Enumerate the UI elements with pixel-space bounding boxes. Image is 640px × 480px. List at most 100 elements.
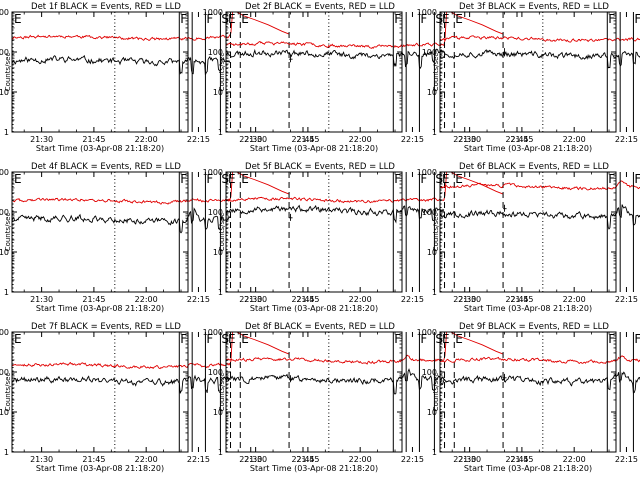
panel-title: Det 5f BLACK = Events, RED = LLD bbox=[245, 162, 395, 172]
y-tick-label: 1 bbox=[218, 288, 223, 297]
x-tick-label: 21:45 bbox=[82, 455, 105, 464]
x-tick-label: 22:00 bbox=[135, 455, 158, 464]
marker-label: F bbox=[634, 172, 640, 186]
y-tick-label: 10 bbox=[427, 248, 437, 257]
marker-label: S bbox=[435, 332, 443, 346]
x-tick-label: 22:15 bbox=[401, 135, 424, 144]
x-tick-label: 22:15 bbox=[615, 295, 638, 304]
marker-label: F bbox=[394, 12, 401, 26]
x-tick-label: 22:00 bbox=[563, 455, 586, 464]
x-axis-label: Start Time (03-Apr-08 21:18:20) bbox=[464, 464, 592, 473]
y-tick-label: 100 bbox=[0, 368, 9, 377]
x-tick-label: 22:15 bbox=[615, 455, 638, 464]
x-tick-label: 21:45 bbox=[510, 135, 533, 144]
y-tick-label: 1 bbox=[432, 448, 437, 457]
series-lld-line bbox=[11, 171, 290, 205]
marker-label: E bbox=[228, 172, 236, 186]
y-axis-label: Counts/sec bbox=[218, 213, 226, 252]
marker-label: E bbox=[442, 12, 450, 26]
marker-label: F bbox=[634, 332, 640, 346]
y-tick-label: 1000 bbox=[0, 168, 9, 177]
panel-title: Det 4f BLACK = Events, RED = LLD bbox=[31, 162, 181, 172]
x-tick-label: 22:45 bbox=[291, 135, 314, 144]
y-tick-label: 10 bbox=[427, 88, 437, 97]
y-tick-label: 1000 bbox=[203, 328, 223, 337]
x-axis-label: Start Time (03-Apr-08 21:18:20) bbox=[250, 304, 378, 313]
panel-title: Det 3f BLACK = Events, RED = LLD bbox=[459, 2, 609, 12]
x-tick-label: 22:30 bbox=[453, 135, 476, 144]
x-tick-label: 22:00 bbox=[135, 295, 158, 304]
x-tick-label: 22:30 bbox=[453, 295, 476, 304]
x-tick-label: 22:00 bbox=[349, 455, 372, 464]
marker-label: E bbox=[455, 12, 463, 26]
plot-frame bbox=[225, 171, 403, 293]
y-tick-label: 10 bbox=[213, 248, 223, 257]
y-tick-label: 100 bbox=[0, 208, 9, 217]
series-lld-line bbox=[439, 355, 640, 364]
x-tick-label: 21:30 bbox=[458, 295, 481, 304]
series-events-line bbox=[439, 371, 640, 394]
marker-label: E bbox=[241, 172, 249, 186]
y-axis-label: Counts/sec bbox=[432, 213, 440, 252]
y-tick-label: 1 bbox=[218, 448, 223, 457]
marker-label: E bbox=[455, 332, 463, 346]
y-tick-label: 100 bbox=[0, 48, 9, 57]
y-tick-label: 10 bbox=[213, 408, 223, 417]
series-lld-line bbox=[11, 331, 290, 370]
y-axis-label: Counts/sec bbox=[4, 53, 12, 92]
series-events-line bbox=[225, 368, 445, 395]
series-lld-line bbox=[225, 331, 504, 365]
y-tick-label: 1000 bbox=[417, 168, 437, 177]
plot-frame bbox=[439, 171, 617, 293]
x-axis-label: Start Time (03-Apr-08 21:18:20) bbox=[36, 304, 164, 313]
panel-title: Det 2f BLACK = Events, RED = LLD bbox=[245, 2, 395, 12]
y-tick-label: 1 bbox=[4, 448, 9, 457]
y-axis-label: Counts/sec bbox=[218, 373, 226, 412]
x-tick-label: 21:45 bbox=[82, 135, 105, 144]
y-tick-label: 10 bbox=[427, 408, 437, 417]
series-lld-line bbox=[439, 180, 640, 191]
y-tick-label: 1 bbox=[432, 128, 437, 137]
x-tick-label: 22:15 bbox=[401, 295, 424, 304]
series-events-line bbox=[439, 49, 640, 69]
x-tick-label: 22:00 bbox=[349, 295, 372, 304]
y-axis-label: Counts/sec bbox=[4, 213, 12, 252]
y-tick-label: 10 bbox=[213, 88, 223, 97]
plot-frame bbox=[439, 331, 617, 453]
x-tick-label: 21:45 bbox=[296, 455, 319, 464]
marker-label: F bbox=[420, 12, 427, 26]
series-events-tail bbox=[503, 373, 507, 381]
panel-8: Det 8f BLACK = Events, RED = LLD Counts/s… bbox=[203, 322, 529, 473]
x-tick-label: 21:30 bbox=[458, 135, 481, 144]
x-tick-label: 22:45 bbox=[291, 295, 314, 304]
series-lld-line bbox=[225, 11, 504, 49]
x-tick-label: 22:15 bbox=[401, 455, 424, 464]
y-tick-label: 100 bbox=[208, 48, 223, 57]
y-tick-label: 100 bbox=[422, 48, 437, 57]
panel-6: Det 6f BLACK = Events, RED = LLD Counts/s… bbox=[417, 162, 640, 313]
x-tick-label: 21:30 bbox=[30, 295, 53, 304]
x-axis-label: Start Time (03-Apr-08 21:18:20) bbox=[36, 464, 164, 473]
series-events-line bbox=[225, 204, 445, 224]
panel-title: Det 7f BLACK = Events, RED = LLD bbox=[31, 322, 181, 332]
x-axis-label: Start Time (03-Apr-08 21:18:20) bbox=[250, 144, 378, 153]
series-events-tail bbox=[289, 213, 293, 221]
x-tick-label: 21:45 bbox=[296, 295, 319, 304]
x-tick-label: 21:45 bbox=[296, 135, 319, 144]
x-axis-label: Start Time (03-Apr-08 21:18:20) bbox=[250, 464, 378, 473]
y-tick-label: 100 bbox=[422, 368, 437, 377]
x-tick-label: 22:00 bbox=[563, 135, 586, 144]
y-tick-label: 1000 bbox=[0, 328, 9, 337]
x-tick-label: 21:30 bbox=[30, 135, 53, 144]
series-events-line bbox=[11, 374, 231, 394]
y-tick-label: 100 bbox=[208, 208, 223, 217]
plot-frame bbox=[11, 11, 189, 133]
marker-label: F bbox=[206, 172, 213, 186]
x-tick-label: 22:15 bbox=[187, 455, 210, 464]
panel-9: Det 9f BLACK = Events, RED = LLD Counts/s… bbox=[417, 322, 640, 473]
panel-title: Det 6f BLACK = Events, RED = LLD bbox=[459, 162, 609, 172]
series-lld-line bbox=[11, 11, 290, 41]
series-events-tail bbox=[503, 48, 507, 56]
x-tick-label: 22:00 bbox=[135, 135, 158, 144]
panel-title: Det 1f BLACK = Events, RED = LLD bbox=[31, 2, 181, 12]
